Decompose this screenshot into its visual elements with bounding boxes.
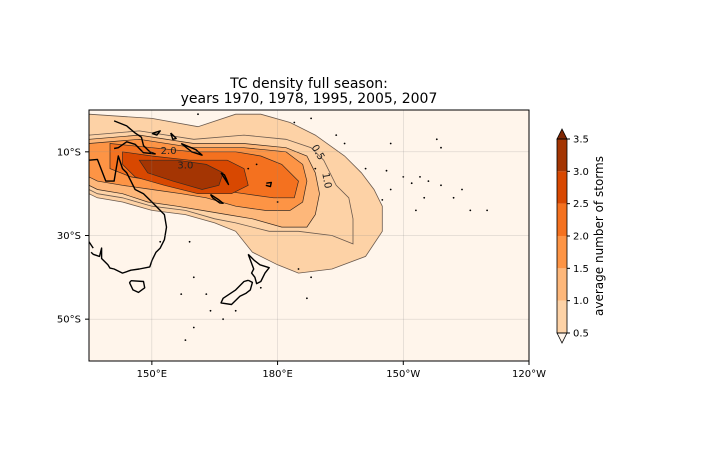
coastline — [128, 280, 146, 294]
island — [255, 163, 258, 166]
island — [435, 138, 438, 141]
island — [159, 240, 162, 243]
colorbar-tick-label: 3.0 — [573, 167, 589, 178]
island — [306, 297, 308, 300]
colorbar-segment — [557, 203, 567, 236]
island — [197, 113, 199, 116]
y-tick-label: 50°S — [57, 315, 81, 326]
island — [343, 142, 346, 145]
island — [440, 184, 442, 187]
coastline — [89, 241, 94, 249]
island — [423, 196, 426, 199]
island — [310, 117, 312, 120]
island — [293, 121, 296, 124]
colorbar-tick-label: 2.0 — [573, 232, 589, 243]
coastline — [89, 155, 168, 274]
island — [389, 142, 392, 145]
colorbar-tick-label: 2.5 — [573, 199, 589, 210]
density-field — [89, 113, 383, 274]
coastline — [220, 172, 230, 186]
contour-labels: 0.51.02.03.0 — [161, 143, 333, 189]
coastlines — [89, 113, 488, 341]
island — [184, 339, 187, 341]
x-axis: 150°E 180°E 150°W 120°W — [137, 361, 546, 380]
coastline — [180, 142, 203, 156]
colorbar-segment — [557, 171, 567, 204]
contour-label: 2.0 — [161, 146, 177, 157]
island — [192, 276, 195, 279]
island — [205, 293, 208, 295]
colorbar-tick-label: 1.5 — [573, 264, 589, 275]
island — [180, 293, 183, 295]
colorbar-segment — [557, 268, 567, 301]
x-tick-label: 150°W — [386, 369, 420, 380]
island — [314, 167, 317, 170]
colorbar-segment — [557, 300, 567, 333]
island — [385, 169, 388, 172]
colorbar-tick-label: 0.5 — [573, 329, 589, 340]
coastline — [209, 193, 224, 204]
chart-title-line: years 1970, 1978, 1995, 2005, 2007 — [181, 91, 438, 107]
coastline — [113, 120, 156, 155]
island — [389, 188, 392, 191]
colorbar-tick-label: 3.5 — [573, 135, 589, 146]
island — [310, 276, 312, 279]
colorbar-segment — [557, 236, 567, 269]
island — [427, 180, 430, 183]
island — [452, 196, 455, 199]
island — [381, 199, 384, 201]
chart-title-line: TC density full season: — [229, 76, 388, 92]
island — [440, 146, 442, 149]
coastline — [170, 132, 177, 140]
coastline — [151, 130, 161, 136]
island — [486, 209, 488, 212]
coastline — [247, 253, 270, 285]
x-tick-label: 180°E — [262, 369, 292, 380]
colorbar-label: average number of storms — [592, 156, 606, 316]
island — [469, 209, 472, 212]
y-axis: 10°S 30°S 50°S — [57, 147, 89, 326]
colorbar-extend-min — [556, 332, 568, 344]
island — [335, 134, 338, 137]
y-tick-label: 10°S — [57, 147, 81, 158]
island — [259, 286, 262, 289]
island — [297, 268, 300, 270]
island — [234, 309, 237, 312]
x-tick-label: 120°W — [512, 369, 546, 380]
island — [209, 309, 212, 312]
gridlines — [89, 110, 529, 361]
island — [419, 176, 421, 178]
colorbar-extend-max — [556, 128, 568, 140]
island — [364, 167, 367, 170]
contour-label: 1.0 — [319, 172, 333, 190]
contour-label: 3.0 — [177, 161, 193, 172]
island — [410, 182, 413, 185]
island — [415, 209, 417, 212]
y-tick-label: 30°S — [57, 231, 81, 242]
x-tick-label: 150°E — [137, 369, 167, 380]
coastline — [265, 181, 272, 188]
island — [192, 326, 195, 329]
colorbar-segment — [557, 139, 567, 172]
island — [188, 240, 191, 243]
density-contour-band — [138, 159, 224, 190]
island — [461, 188, 463, 191]
coastline — [220, 279, 254, 306]
island — [247, 167, 250, 170]
chart-title: TC density full season:years 1970, 1978,… — [181, 76, 438, 107]
colorbar-tick-label: 1.0 — [573, 296, 589, 307]
